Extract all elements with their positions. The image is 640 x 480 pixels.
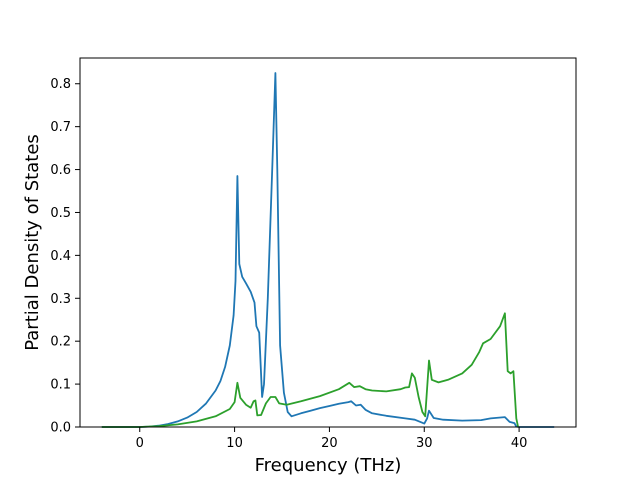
plot-background <box>80 58 576 427</box>
y-axis-label: Partial Density of States <box>22 134 43 351</box>
y-tick-label: 0.6 <box>50 163 71 178</box>
x-tick-label: 10 <box>226 436 243 451</box>
y-tick-label: 0.3 <box>50 292 71 307</box>
y-tick-label: 0.2 <box>50 335 71 350</box>
y-tick-label: 0.4 <box>50 249 71 264</box>
y-tick-label: 0.7 <box>50 120 71 135</box>
y-tick-label: 0.8 <box>50 77 71 92</box>
series-line-2 <box>101 312 519 428</box>
x-tick-label: 40 <box>511 436 528 451</box>
x-tick-label: 0 <box>136 436 144 451</box>
x-axis-ticks: 0 10 20 30 40 <box>136 427 528 451</box>
plot-frame <box>79 57 577 428</box>
y-tick-label: 0.5 <box>50 206 71 221</box>
y-axis-ticks: 0.0 0.1 0.2 0.3 0.4 0.5 0.6 0.7 0.8 <box>50 77 80 436</box>
x-axis-label: Frequency (THz) <box>255 455 402 476</box>
series-layer <box>101 72 555 428</box>
y-tick-label: 0.0 <box>50 421 71 436</box>
x-tick-label: 20 <box>321 436 338 451</box>
x-tick-label: 30 <box>416 436 433 451</box>
y-tick-label: 0.1 <box>50 378 71 393</box>
series-line-1 <box>101 72 555 428</box>
